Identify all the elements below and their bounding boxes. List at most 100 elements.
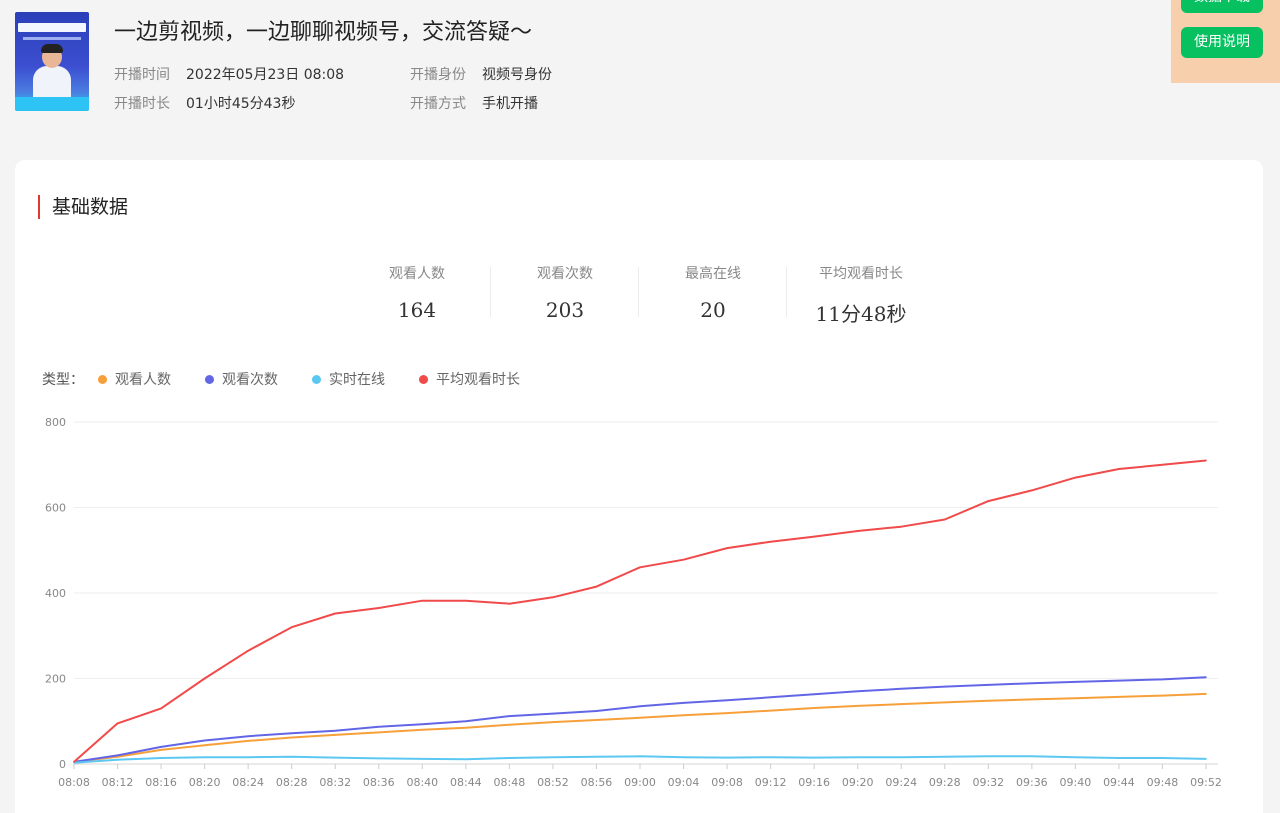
stat-divider: [786, 267, 787, 317]
series-2-point: [116, 758, 119, 761]
series-3-point: [813, 535, 815, 538]
legend-item-label: 实时在线: [329, 372, 385, 388]
series-1-point: [203, 739, 206, 742]
series-2-point: [726, 756, 728, 759]
legend-item-viewers[interactable]: 观看人数: [98, 369, 171, 389]
line-chart: 0 200 400 600 800 08:08 08:12 08:16 08:20 08:24 08…: [45, 416, 1222, 789]
method-label: 开播方式: [410, 96, 466, 112]
series-2-point: [639, 755, 641, 758]
start-time-row: 开播时间 2022年05月23日 08:08: [114, 64, 344, 84]
series-2-point: [1118, 757, 1120, 759]
series-3-point: [1205, 459, 1207, 462]
series-1-point: [726, 699, 728, 702]
series-line-3[interactable]: [73, 459, 1207, 763]
series-2-point: [1205, 758, 1207, 760]
series-0-point: [1118, 696, 1120, 698]
series-3-point: [160, 707, 162, 710]
stat-divider: [638, 267, 639, 317]
series-1-point: [1031, 682, 1033, 685]
legend-item-label: 观看人数: [115, 372, 171, 388]
series-3-point: [377, 607, 380, 609]
x-tick-label: 08:48: [494, 776, 526, 789]
x-tick-label: 08:20: [189, 776, 221, 789]
series-0-point: [290, 736, 293, 739]
legend-dot-icon: [205, 374, 214, 384]
series-0-point: [682, 714, 685, 717]
x-tick-label: 08:24: [232, 776, 264, 789]
series-2-point: [856, 756, 859, 758]
duration-value: 01小时45分43秒: [186, 96, 296, 112]
series-0-point: [160, 749, 162, 751]
series-0-point: [1161, 694, 1164, 697]
method-row: 开播方式 手机开播: [410, 93, 538, 113]
y-tick-label: 0: [59, 758, 66, 771]
x-tick-label: 09:40: [1060, 776, 1092, 789]
series-3-point: [508, 602, 511, 605]
live-title: 一边剪视频，一边聊聊视频号，交流答疑～: [114, 20, 533, 45]
chart-legend: 类型： 观看人数 观看次数 实时在线 平均观看时长: [42, 369, 554, 389]
x-tick-label: 09:12: [755, 776, 787, 789]
x-tick-label: 09:36: [1016, 776, 1048, 789]
series-1-point: [1118, 679, 1120, 682]
series-1-point: [943, 685, 946, 688]
series-3-point: [1118, 468, 1120, 470]
legend-title: 类型：: [42, 372, 84, 388]
legend-item-avg-watch[interactable]: 平均观看时长: [419, 369, 520, 389]
identity-label: 开播身份: [410, 67, 466, 83]
cover-person-image: [33, 44, 71, 98]
x-tick-label: 08:12: [102, 776, 134, 789]
series-0-point: [813, 707, 815, 709]
series-0-point: [465, 726, 467, 729]
series-1-point: [987, 684, 990, 686]
series-2-point: [769, 756, 772, 758]
legend-item-views[interactable]: 观看次数: [205, 369, 278, 389]
stat-peak-online-label: 最高在线: [685, 266, 741, 282]
series-0-point: [856, 705, 859, 707]
series-3-point: [726, 547, 728, 549]
series-line-0[interactable]: [73, 692, 1207, 763]
data-download-button[interactable]: 数据下载: [1181, 0, 1263, 13]
x-tick-label: 09:16: [798, 776, 830, 789]
x-tick-label: 09:44: [1103, 776, 1135, 789]
series-2-point: [595, 755, 598, 758]
series-line-2[interactable]: [73, 755, 1207, 764]
series-1-point: [508, 715, 511, 717]
series-0-point: [1031, 698, 1033, 701]
series-3-point: [73, 761, 75, 763]
series-3-point: [290, 626, 293, 628]
x-tick-label: 08:56: [581, 776, 613, 789]
series-2-point: [247, 756, 249, 758]
series-1-point: [682, 702, 685, 704]
x-tick-label: 09:08: [711, 776, 743, 789]
series-1-point: [421, 723, 424, 726]
series-1-point: [639, 705, 641, 708]
stat-peak-online-value: 20: [700, 298, 726, 322]
series-3-point: [465, 599, 467, 602]
series-3-point: [1031, 489, 1033, 492]
live-cover-image: [15, 12, 89, 111]
series-3-point: [639, 566, 641, 569]
stat-peak-online: 最高在线 20: [639, 264, 787, 322]
x-tick-label: 09:48: [1147, 776, 1179, 789]
series-3-point: [682, 558, 685, 561]
legend-item-online[interactable]: 实时在线: [312, 369, 385, 389]
series-2-point: [900, 756, 903, 758]
legend-item-label: 观看次数: [222, 372, 278, 388]
series-3-point: [203, 677, 206, 680]
series-0-point: [421, 729, 424, 731]
help-button[interactable]: 使用说明: [1181, 27, 1263, 58]
series-1-point: [290, 732, 293, 735]
y-tick-label: 600: [45, 502, 66, 515]
series-2-point: [552, 756, 554, 758]
start-time-label: 开播时间: [114, 67, 170, 83]
series-2-point: [1161, 757, 1164, 759]
series-1-point: [1205, 676, 1207, 679]
series-0-point: [1074, 697, 1077, 699]
stat-divider: [490, 267, 491, 317]
x-tick-label: 08:44: [450, 776, 482, 789]
series-3-point: [856, 530, 859, 532]
series-0-point: [769, 709, 772, 712]
series-line-1[interactable]: [73, 676, 1207, 763]
legend-dot-icon: [98, 374, 107, 384]
series-2-point: [987, 755, 990, 758]
